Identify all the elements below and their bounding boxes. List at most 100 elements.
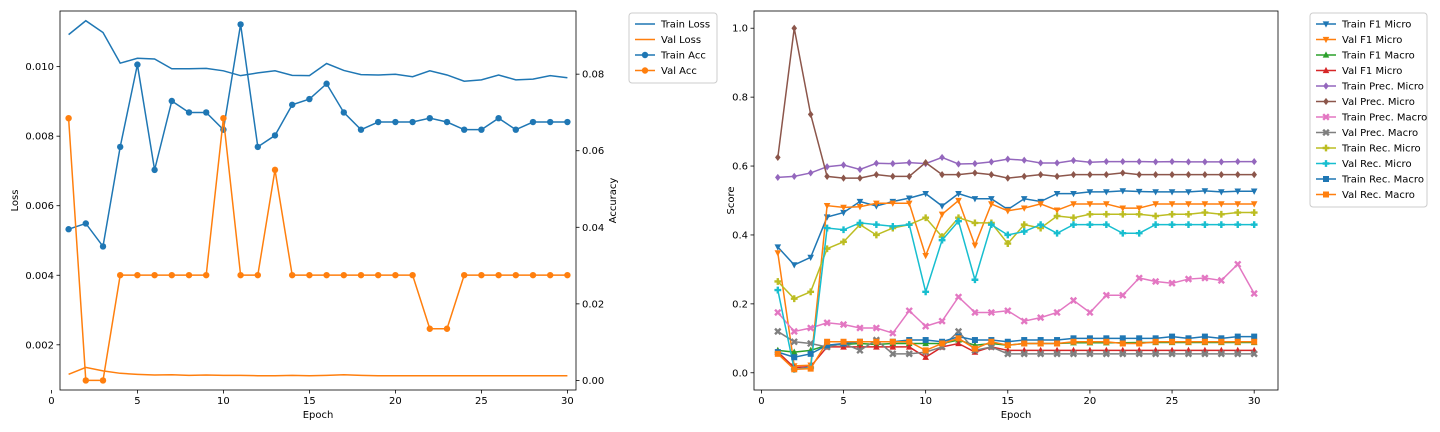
data-point bbox=[823, 203, 831, 210]
y-tick-label: 0.8 bbox=[732, 93, 748, 104]
legend-item-train-acc: Train Acc bbox=[635, 51, 706, 62]
data-point bbox=[856, 204, 864, 211]
data-point bbox=[1053, 350, 1061, 358]
data-point bbox=[906, 159, 913, 167]
data-point bbox=[905, 350, 913, 358]
data-point bbox=[1102, 350, 1110, 358]
data-point bbox=[972, 169, 978, 177]
data-point bbox=[889, 222, 897, 230]
data-point bbox=[1004, 231, 1012, 239]
data-point bbox=[306, 95, 313, 103]
data-point bbox=[1004, 208, 1012, 215]
data-point bbox=[971, 345, 978, 352]
data-point bbox=[495, 271, 502, 279]
data-point bbox=[1185, 201, 1192, 208]
data-point bbox=[824, 163, 830, 171]
data-point bbox=[872, 231, 880, 239]
data-point bbox=[1169, 333, 1176, 340]
data-point bbox=[151, 271, 158, 279]
data-point bbox=[1250, 201, 1258, 208]
y-tick-label: 1.0 bbox=[732, 24, 748, 35]
x-tick-label: 25 bbox=[1166, 396, 1179, 407]
data-point bbox=[151, 166, 158, 174]
data-point bbox=[955, 160, 962, 168]
data-point bbox=[922, 159, 929, 167]
data-point bbox=[790, 327, 798, 336]
data-point bbox=[1218, 338, 1225, 345]
data-point bbox=[938, 203, 946, 210]
y-tick-label: 0.4 bbox=[732, 230, 748, 241]
data-point bbox=[774, 244, 782, 251]
data-point bbox=[117, 143, 124, 151]
data-point bbox=[1103, 201, 1110, 208]
data-point bbox=[1185, 171, 1192, 179]
data-point bbox=[1185, 335, 1192, 342]
data-point bbox=[1119, 340, 1126, 347]
data-point bbox=[1070, 171, 1077, 179]
data-point bbox=[357, 126, 365, 133]
data-point bbox=[906, 338, 913, 345]
legend-marker bbox=[1323, 82, 1329, 90]
data-point bbox=[890, 172, 896, 180]
legend-label: Val Prec. Macro bbox=[1342, 128, 1418, 139]
legend-item-val-loss: Val Loss bbox=[635, 35, 701, 46]
data-point bbox=[1119, 210, 1127, 218]
data-point bbox=[922, 252, 929, 260]
data-point bbox=[409, 118, 416, 126]
legend-item-train-loss: Train Loss bbox=[635, 20, 710, 31]
data-point bbox=[1234, 260, 1242, 268]
series-line bbox=[68, 24, 568, 249]
right-y-ticks: 0.0 0.2 0.4 0.6 0.8 1.0 bbox=[732, 24, 754, 379]
data-point bbox=[1103, 189, 1110, 196]
data-point bbox=[1234, 171, 1241, 179]
data-point bbox=[1069, 350, 1078, 358]
data-point bbox=[955, 197, 962, 205]
series-line bbox=[68, 19, 568, 83]
data-point bbox=[791, 172, 798, 180]
data-point bbox=[1020, 350, 1028, 358]
data-point bbox=[955, 171, 962, 179]
legend-item-train-rec-macro: Train Rec. Macro bbox=[1316, 175, 1424, 186]
data-point bbox=[1234, 338, 1241, 345]
data-point bbox=[922, 288, 930, 296]
data-point bbox=[955, 190, 962, 198]
data-point bbox=[1102, 291, 1110, 299]
data-point bbox=[856, 346, 864, 355]
data-point bbox=[1037, 201, 1044, 208]
legend-frame bbox=[628, 12, 718, 84]
data-point bbox=[1070, 190, 1077, 198]
data-point bbox=[1152, 189, 1159, 196]
data-point bbox=[289, 271, 296, 279]
data-point bbox=[856, 338, 863, 345]
legend-marker bbox=[641, 51, 649, 59]
data-point bbox=[1202, 158, 1208, 166]
y-tick-label: 0.010 bbox=[25, 62, 54, 73]
data-point bbox=[203, 109, 210, 116]
data-point bbox=[775, 173, 781, 182]
data-point bbox=[938, 317, 946, 325]
data-point bbox=[529, 271, 537, 279]
data-point bbox=[1185, 158, 1192, 166]
data-point bbox=[1119, 229, 1127, 237]
data-point bbox=[1218, 201, 1225, 208]
data-point bbox=[1135, 274, 1143, 282]
data-point bbox=[807, 169, 814, 177]
data-point bbox=[1004, 174, 1011, 182]
y2-tick-label: 0.06 bbox=[582, 146, 604, 157]
series-train-rec-micro bbox=[774, 209, 1258, 303]
legend-label: Train F1 Micro bbox=[1341, 20, 1411, 31]
legend-label: Val Prec. Micro bbox=[1342, 97, 1415, 108]
data-point bbox=[1217, 210, 1225, 218]
data-point bbox=[1119, 291, 1127, 299]
data-point bbox=[1119, 350, 1127, 358]
data-point bbox=[82, 377, 90, 384]
data-point bbox=[117, 271, 124, 279]
series-val-acc bbox=[65, 114, 571, 384]
series-line bbox=[777, 28, 1255, 179]
data-point bbox=[972, 160, 978, 168]
data-point bbox=[1201, 221, 1209, 229]
data-point bbox=[922, 322, 930, 330]
x-tick-label: 10 bbox=[217, 396, 230, 407]
data-point bbox=[237, 271, 244, 279]
